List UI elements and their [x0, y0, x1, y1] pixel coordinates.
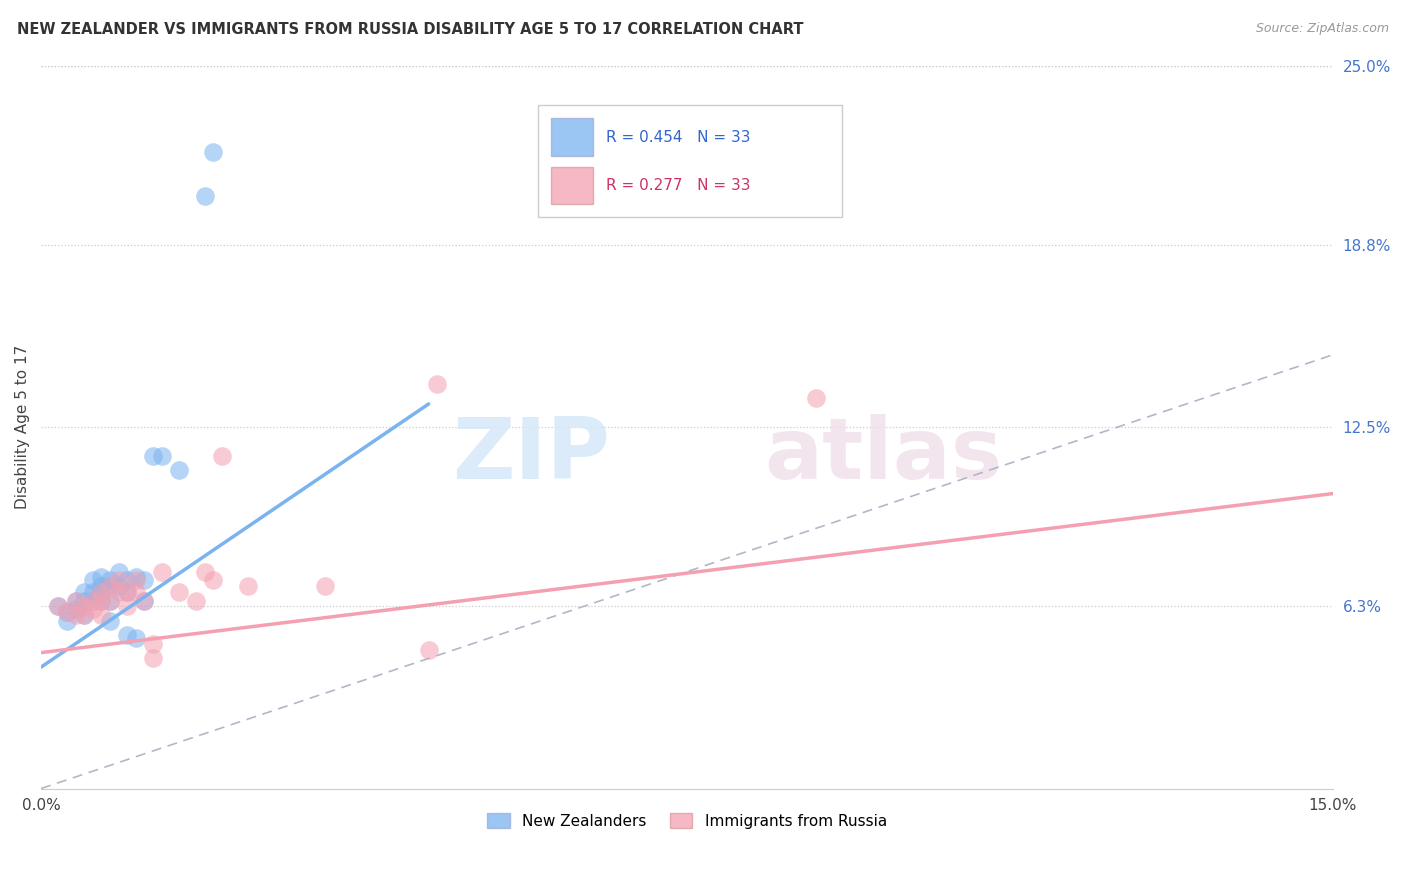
Point — [134, 574, 156, 588]
Y-axis label: Disability Age 5 to 17: Disability Age 5 to 17 — [15, 345, 30, 509]
Point — [65, 593, 87, 607]
Point — [107, 585, 129, 599]
Text: atlas: atlas — [765, 415, 1002, 498]
Text: NEW ZEALANDER VS IMMIGRANTS FROM RUSSIA DISABILITY AGE 5 TO 17 CORRELATION CHART: NEW ZEALANDER VS IMMIGRANTS FROM RUSSIA … — [17, 22, 803, 37]
Point — [142, 449, 165, 463]
Point — [90, 593, 112, 607]
Point — [115, 585, 138, 599]
Point — [115, 585, 138, 599]
Point — [90, 593, 112, 607]
Point — [426, 376, 449, 391]
Point — [98, 579, 121, 593]
Text: R = 0.277   N = 33: R = 0.277 N = 33 — [606, 178, 751, 193]
Point — [125, 570, 148, 584]
Point — [90, 570, 112, 584]
FancyBboxPatch shape — [551, 167, 593, 204]
Point — [82, 602, 104, 616]
Point — [107, 565, 129, 579]
Point — [65, 602, 87, 616]
Point — [314, 579, 336, 593]
Point — [167, 463, 190, 477]
Point — [56, 605, 79, 619]
Point — [150, 449, 173, 463]
Point — [98, 593, 121, 607]
Point — [90, 579, 112, 593]
Text: ZIP: ZIP — [451, 415, 609, 498]
Point — [65, 607, 87, 622]
Point — [73, 607, 96, 622]
FancyBboxPatch shape — [551, 119, 593, 156]
Point — [98, 614, 121, 628]
Point — [125, 585, 148, 599]
Point — [82, 593, 104, 607]
Point — [211, 449, 233, 463]
Point — [115, 574, 138, 588]
Point — [98, 593, 121, 607]
Point — [73, 599, 96, 614]
Point — [125, 574, 148, 588]
Point — [90, 607, 112, 622]
Point — [167, 585, 190, 599]
Point — [46, 599, 69, 614]
Point — [134, 593, 156, 607]
Point — [73, 585, 96, 599]
Legend: New Zealanders, Immigrants from Russia: New Zealanders, Immigrants from Russia — [481, 807, 893, 835]
Point — [150, 565, 173, 579]
Point — [98, 579, 121, 593]
Point — [65, 593, 87, 607]
Point — [56, 614, 79, 628]
Point — [134, 593, 156, 607]
Point — [115, 599, 138, 614]
Point — [90, 585, 112, 599]
Text: R = 0.454   N = 33: R = 0.454 N = 33 — [606, 129, 751, 145]
Point — [418, 642, 440, 657]
FancyBboxPatch shape — [538, 105, 842, 218]
Point — [107, 579, 129, 593]
Point — [82, 593, 104, 607]
Point — [125, 631, 148, 645]
Point — [194, 565, 217, 579]
Point — [142, 651, 165, 665]
Point — [107, 574, 129, 588]
Point — [184, 593, 207, 607]
Text: Source: ZipAtlas.com: Source: ZipAtlas.com — [1256, 22, 1389, 36]
Point — [142, 637, 165, 651]
Point — [806, 391, 828, 405]
Point — [82, 574, 104, 588]
Point — [73, 607, 96, 622]
Point — [46, 599, 69, 614]
Point — [82, 585, 104, 599]
Point — [98, 574, 121, 588]
Point — [202, 145, 225, 160]
Point — [236, 579, 259, 593]
Point — [115, 628, 138, 642]
Point — [202, 574, 225, 588]
Point — [90, 585, 112, 599]
Point — [73, 593, 96, 607]
Point — [194, 188, 217, 202]
Point — [56, 605, 79, 619]
